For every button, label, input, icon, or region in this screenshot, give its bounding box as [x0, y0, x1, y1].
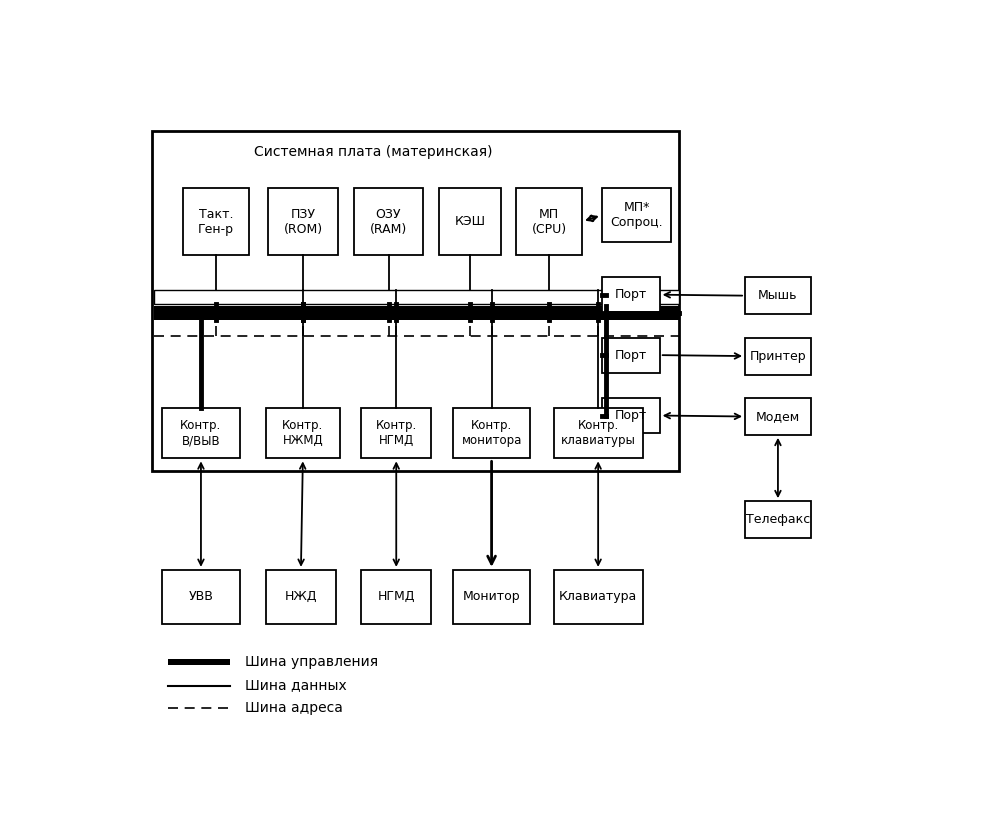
Text: Порт: Порт — [615, 288, 647, 301]
Bar — [162, 570, 240, 624]
Bar — [361, 570, 431, 624]
Text: Шина управления: Шина управления — [245, 655, 378, 669]
Bar — [602, 398, 660, 433]
Bar — [554, 407, 643, 458]
Bar — [268, 188, 338, 255]
Bar — [453, 570, 530, 624]
Text: Телефакс: Телефакс — [746, 513, 810, 526]
Bar — [745, 278, 811, 314]
Text: НГМД: НГМД — [378, 591, 415, 603]
Bar — [154, 290, 679, 304]
Bar — [453, 407, 530, 458]
Bar — [602, 278, 660, 312]
Text: Шина адреса: Шина адреса — [245, 701, 343, 715]
Bar — [168, 659, 230, 665]
Bar — [516, 188, 582, 255]
Text: Контр.
монитора: Контр. монитора — [461, 419, 522, 447]
Text: КЭШ: КЭШ — [454, 215, 485, 228]
Text: МП
(CPU): МП (CPU) — [532, 207, 567, 235]
Text: Принтер: Принтер — [750, 349, 806, 363]
Bar — [745, 501, 811, 538]
Bar — [152, 131, 679, 471]
Text: Модем: Модем — [756, 410, 800, 423]
Bar — [745, 338, 811, 374]
Text: Такт.
Ген-р: Такт. Ген-р — [198, 207, 234, 235]
Text: Порт: Порт — [615, 409, 647, 422]
Bar — [361, 407, 431, 458]
Bar — [554, 570, 643, 624]
Text: Контр.
В/ВЫВ: Контр. В/ВЫВ — [180, 419, 222, 447]
Text: Монитор: Монитор — [463, 591, 520, 603]
Text: ОЗУ
(RAM): ОЗУ (RAM) — [370, 207, 407, 235]
Bar — [602, 338, 660, 373]
Bar — [183, 188, 249, 255]
Text: Контр.
клавиатуры: Контр. клавиатуры — [561, 419, 636, 447]
Bar — [439, 188, 501, 255]
Text: Системная плата (материнская): Системная плата (материнская) — [254, 145, 493, 159]
Text: МП*
Сопроц.: МП* Сопроц. — [610, 202, 663, 229]
Bar — [602, 188, 671, 242]
Text: Контр.
НГМД: Контр. НГМД — [376, 419, 417, 447]
Bar — [266, 407, 340, 458]
Bar — [162, 407, 240, 458]
Bar — [354, 188, 423, 255]
Bar — [266, 570, 336, 624]
Text: Контр.
НЖМД: Контр. НЖМД — [282, 419, 323, 447]
Text: УВВ: УВВ — [189, 591, 213, 603]
Bar — [745, 398, 811, 435]
Text: НЖД: НЖД — [285, 591, 317, 603]
Text: ПЗУ
(ROM): ПЗУ (ROM) — [284, 207, 323, 235]
Bar — [154, 306, 679, 320]
Text: Порт: Порт — [615, 349, 647, 362]
Text: Клавиатура: Клавиатура — [559, 591, 637, 603]
Text: Мышь: Мышь — [758, 289, 798, 302]
Text: Шина данных: Шина данных — [245, 678, 347, 692]
